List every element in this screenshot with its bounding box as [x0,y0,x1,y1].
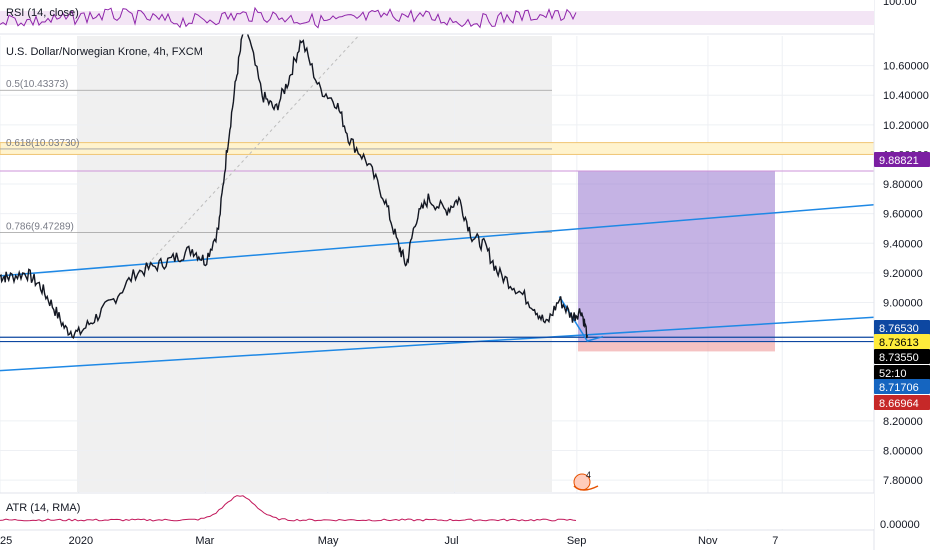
y-tick-label: 10.40000 [883,90,929,102]
price-label-bg [874,395,930,410]
x-tick-label: Sep [567,535,587,547]
x-tick-label: Nov [698,535,718,547]
price-label: 8.66964 [879,398,919,410]
y-tick-label: 7.80000 [883,475,923,487]
price-axis-ticks: 10.6000010.4000010.2000010.000009.800009… [883,61,929,488]
price-label: 52:10 [879,368,907,380]
position-target-zone[interactable] [578,170,775,342]
price-label-bg [874,320,930,335]
x-tick-label: Mar [195,535,214,547]
price-label-bg [874,365,930,380]
x-tick-label: 7 [772,535,778,547]
x-tick-label: 25 [0,535,12,547]
price-label-bg [874,349,930,364]
price-label: 8.71706 [879,382,919,394]
rsi-title: RSI (14, close) [6,7,79,19]
chart-title: U.S. Dollar/Norwegian Krone, 4h, FXCM [6,46,203,58]
price-series [0,15,588,339]
fib-range-shade [77,36,552,492]
x-tick-label: May [318,535,339,547]
rsi-series [0,6,577,29]
atr-title: ATR (14, RMA) [6,502,80,514]
x-tick-label: 2020 [69,535,93,547]
y-tick-label: 10.20000 [883,120,929,132]
rsi-axis-label: 100.00 [883,0,917,8]
atr-axis-label: 0.00000 [880,519,920,531]
y-tick-label: 10.60000 [883,61,929,73]
price-label: 8.76530 [879,323,919,335]
price-label: 8.73613 [879,337,919,349]
position-stop-zone[interactable] [578,341,775,352]
y-tick-label: 9.60000 [883,209,923,221]
lower-trendline[interactable] [0,316,875,372]
y-tick-label: 9.80000 [883,179,923,191]
y-tick-label: 9.20000 [883,268,923,280]
price-label-bg [874,334,930,349]
y-tick-label: 8.20000 [883,416,923,428]
y-tick-label: 9.40000 [883,238,923,250]
time-axis-ticks: 25 2020 Mar May Jul Sep Nov 7 [0,535,778,547]
atr-series [0,495,577,522]
price-label-bg [874,152,930,167]
price-label: 8.73550 [879,352,919,364]
earnings-event-icon[interactable] [573,473,599,491]
fib-level-label: 0.786(9.47289) [6,221,74,232]
rsi-band [0,11,874,25]
fib-levels: 0.5(10.43373) 0.618(10.03730) 0.786(9.4728… [0,79,552,233]
x-tick-label: Jul [444,535,458,547]
price-label: 9.88821 [879,155,919,167]
fib-level-label: 0.5(10.43373) [6,79,68,90]
y-tick-label: 9.00000 [883,297,923,309]
price-axis-labels: 9.88821 8.76530 8.73613 8.73550 52:10 8.71706… [874,152,930,410]
price-label-bg [874,379,930,394]
y-tick-label: 8.00000 [883,446,923,458]
atr-pane [0,493,874,529]
event-count: 4 [586,470,591,480]
fib-level-label: 0.618(10.03730) [6,138,79,149]
